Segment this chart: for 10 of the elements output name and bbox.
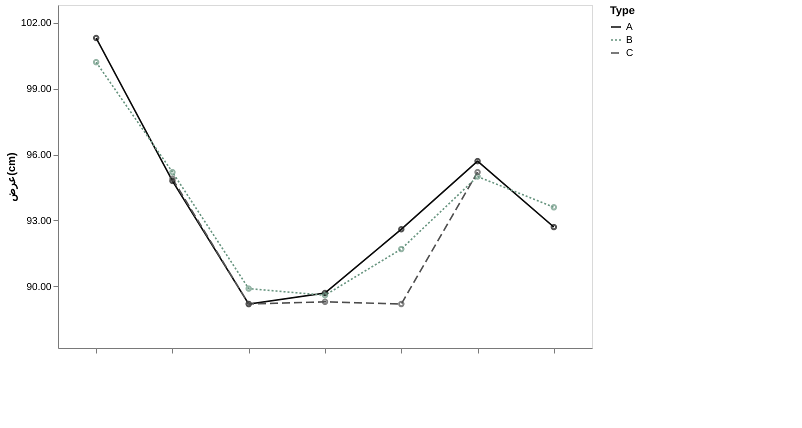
y-tick-label: 102.00 — [20, 18, 52, 30]
y-tick-label: 99.00 — [26, 84, 52, 96]
legend-label: A — [626, 22, 633, 33]
legend-title: Type — [610, 5, 635, 17]
legend-label: B — [626, 35, 633, 46]
y-tick-label: 93.00 — [26, 216, 52, 227]
y-axis-title: عرض(cm) — [6, 152, 18, 202]
legend-label: C — [626, 48, 634, 59]
y-tick-label: 96.00 — [26, 150, 52, 162]
y-tick-label: 90.00 — [26, 282, 52, 293]
